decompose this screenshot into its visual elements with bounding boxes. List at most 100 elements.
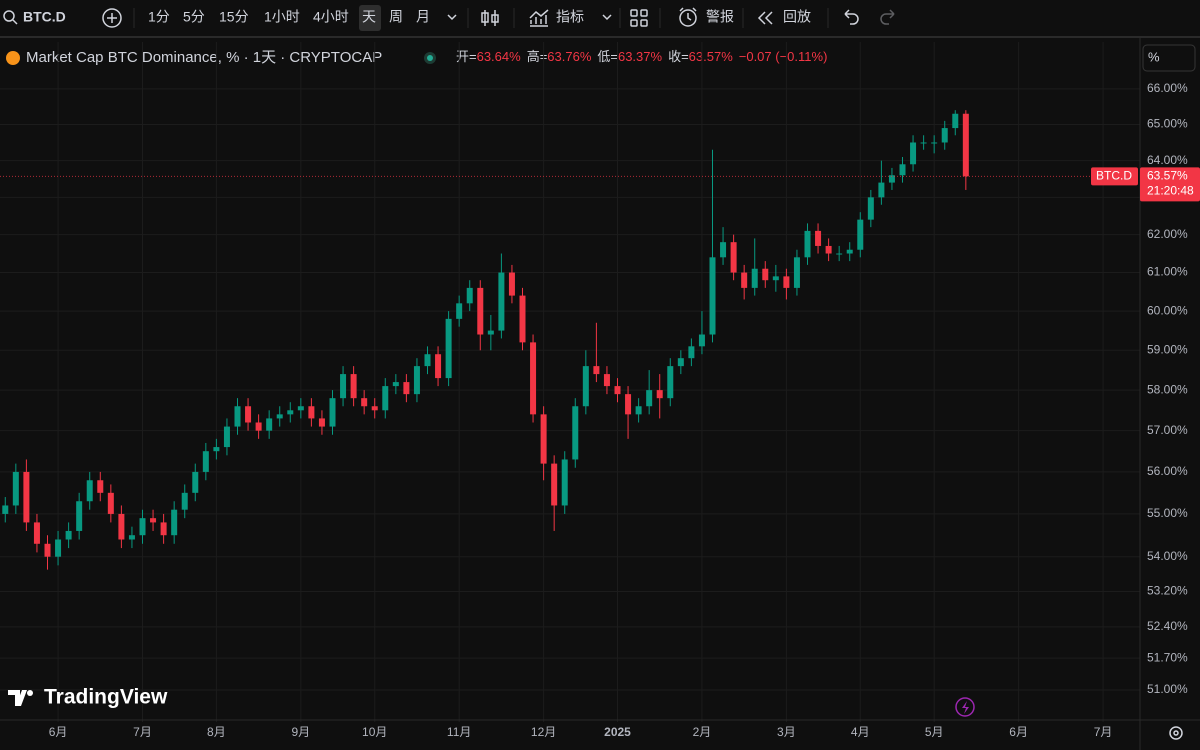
- candle-body: [350, 374, 357, 399]
- indicators-menu[interactable]: [602, 14, 612, 21]
- undo[interactable]: [844, 9, 859, 25]
- candle-body: [772, 276, 779, 281]
- symbol-tag: [1091, 167, 1138, 186]
- interval[interactable]: 15分: [219, 9, 249, 25]
- logo-text: TradingView: [44, 686, 168, 709]
- candle-body: [677, 358, 684, 367]
- interval[interactable]: 4小时: [313, 9, 349, 25]
- candle-body: [498, 272, 505, 331]
- candle-body: [910, 142, 917, 165]
- toolbar: BTC.D 指标 警报 回放: [0, 5, 1200, 38]
- ohlc-value: 63.76%: [547, 49, 592, 64]
- scale-mode[interactable]: %: [1148, 49, 1160, 64]
- y-tick-label: 57.00%: [1147, 423, 1188, 437]
- news-icon[interactable]: [955, 697, 975, 717]
- candle-body: [33, 522, 40, 544]
- interval[interactable]: 1分: [148, 9, 170, 25]
- alerts[interactable]: 警报: [706, 9, 734, 25]
- scale-mode-box[interactable]: [1142, 44, 1196, 72]
- interval[interactable]: 周: [389, 9, 403, 25]
- candle-body: [920, 142, 927, 144]
- x-tick-label: 10月: [362, 725, 387, 739]
- candle-body: [466, 287, 473, 304]
- candle-body: [424, 354, 431, 367]
- candle-body: [867, 197, 874, 220]
- price-tag-countdown: 21:20:48: [1147, 184, 1194, 198]
- candle-body: [846, 249, 853, 254]
- x-tick-label: 6月: [49, 725, 68, 739]
- legend-title: Market Cap BTC Dominance, % · 1天 · CRYPT…: [26, 49, 382, 66]
- ohlc-value: 63.57%: [689, 49, 734, 64]
- y-tick-label: 51.70%: [1147, 650, 1188, 664]
- redo[interactable]: [880, 9, 895, 25]
- candle-body: [815, 230, 822, 246]
- y-tick-label: 62.00%: [1147, 227, 1188, 241]
- indicators-icon[interactable]: [529, 9, 549, 27]
- candle-body: [593, 366, 600, 375]
- replay-icon[interactable]: [757, 11, 773, 25]
- candle-body: [435, 354, 442, 379]
- candle-body: [952, 113, 959, 129]
- candle-body: [540, 414, 547, 464]
- ohlc-values: 开=63.64% 高=63.76% 低=63.37% 收=63.57% −0.07 (−…: [456, 49, 827, 64]
- candle-body: [741, 272, 748, 288]
- candle-body: [97, 480, 104, 493]
- candle-body: [572, 406, 579, 460]
- candle-body: [202, 451, 209, 472]
- ohlc-label: 低=: [597, 49, 618, 64]
- candle-body: [340, 374, 347, 399]
- candle-body: [477, 287, 484, 335]
- alert-icon[interactable]: [679, 9, 697, 27]
- candle-body: [139, 518, 146, 536]
- candle-body: [720, 242, 727, 258]
- candle-body: [171, 509, 178, 536]
- candle-body: [878, 182, 885, 198]
- search-icon[interactable]: [3, 10, 15, 22]
- y-tick-label: 66.00%: [1147, 81, 1188, 95]
- candle-body: [234, 406, 241, 427]
- candle-body: [709, 257, 716, 335]
- indicators[interactable]: 指标: [556, 9, 584, 25]
- candle-body: [519, 295, 526, 343]
- candle-body: [625, 394, 632, 415]
- ohlc-label: 开=: [456, 49, 477, 64]
- interval[interactable]: 5分: [183, 9, 205, 25]
- y-tick-label: 59.00%: [1147, 342, 1188, 356]
- replay[interactable]: 回放: [783, 9, 811, 25]
- x-tick-label: 9月: [291, 725, 310, 739]
- x-tick-label: 5月: [925, 725, 944, 739]
- interval[interactable]: 天: [362, 9, 376, 25]
- y-tick-label: 55.00%: [1147, 506, 1188, 520]
- candle-body: [297, 406, 304, 411]
- settings-icon[interactable]: [1169, 726, 1183, 740]
- news-icon: [962, 701, 969, 714]
- candle-body: [55, 539, 62, 557]
- ohlc-label: 收=: [668, 49, 689, 64]
- y-tick-label: 51.00%: [1147, 682, 1188, 696]
- candle-body: [698, 334, 705, 347]
- layouts-icon[interactable]: [630, 9, 648, 27]
- add-symbol: [107, 13, 117, 23]
- candle-body: [276, 414, 283, 419]
- candle-body: [392, 382, 399, 387]
- interval-menu[interactable]: [447, 14, 457, 21]
- logo-mark: [8, 690, 27, 706]
- ohlc-value: 63.64%: [477, 49, 522, 64]
- y-tick-label: 53.20%: [1147, 584, 1188, 598]
- candle-body: [614, 386, 621, 395]
- chart-type: [481, 12, 489, 23]
- candle-body: [382, 386, 389, 411]
- candle-body: [86, 480, 93, 502]
- candle-body: [561, 459, 568, 506]
- symbol-logo: [6, 51, 20, 65]
- interval[interactable]: 1小时: [264, 9, 300, 25]
- candle-body: [487, 330, 494, 335]
- candle-body: [804, 230, 811, 258]
- y-tick-label: 61.00%: [1147, 265, 1188, 279]
- add-symbol[interactable]: [102, 8, 122, 28]
- interval[interactable]: 月: [416, 9, 430, 25]
- x-tick-label: 12月: [531, 725, 556, 739]
- candle-body: [962, 113, 969, 177]
- candle-body: [192, 471, 199, 493]
- symbol[interactable]: BTC.D: [23, 9, 66, 25]
